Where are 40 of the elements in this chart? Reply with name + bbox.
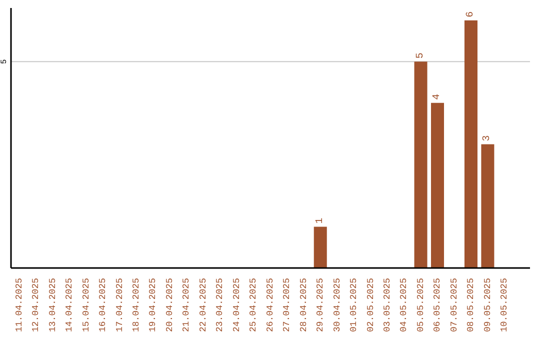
x-tick-label: 29.04.2025 [316,278,326,332]
data-label: 3 [482,135,494,142]
x-tick-label: 18.04.2025 [132,278,142,332]
x-tick-label: 09.05.2025 [482,278,493,332]
x-tick-label: 26.04.2025 [265,278,276,332]
x-tick-label: 17.04.2025 [114,278,125,332]
data-label: 5 [415,52,426,59]
x-tick-label: 12.04.2025 [31,278,42,332]
bar [314,226,327,268]
x-tick-label: 25.04.2025 [248,278,259,332]
x-tick-label: 08.05.2025 [466,278,476,332]
x-tick-label: 27.04.2025 [282,278,292,332]
x-tick-label: 01.05.2025 [349,278,360,332]
x-tick-label: 24.04.2025 [232,278,242,332]
x-tick-label: 03.05.2025 [382,278,392,332]
data-label: 4 [432,94,444,100]
x-tick-label: 07.05.2025 [449,278,460,332]
data-label: 6 [465,11,476,18]
x-tick-label: 22.04.2025 [198,278,208,332]
x-tick-label: 21.04.2025 [182,278,192,332]
x-tick-label: 19.04.2025 [148,278,158,332]
x-tick-label: 06.05.2025 [432,278,443,332]
x-tick-label: 30.04.2025 [332,278,342,332]
x-tick-label: 02.05.2025 [366,278,376,332]
x-tick-label: 05.05.2025 [416,278,426,332]
x-tick-label: 20.04.2025 [164,278,175,332]
x-tick-label: 13.04.2025 [48,278,58,332]
bar [414,62,428,268]
x-tick-label: 15.04.2025 [81,278,92,332]
bar [464,20,478,268]
bar [481,144,494,268]
x-tick-label: 04.05.2025 [399,278,410,332]
x-tick-label: 16.04.2025 [98,278,108,332]
x-tick-label: 23.04.2025 [215,278,226,332]
bar [431,102,444,268]
x-tick-label: 10.05.2025 [500,278,510,332]
x-tick-label: 14.04.2025 [64,278,75,332]
x-tick-label: 11.04.2025 [14,278,24,332]
data-label: 1 [314,218,326,224]
x-tick-label: 28.04.2025 [298,278,309,332]
